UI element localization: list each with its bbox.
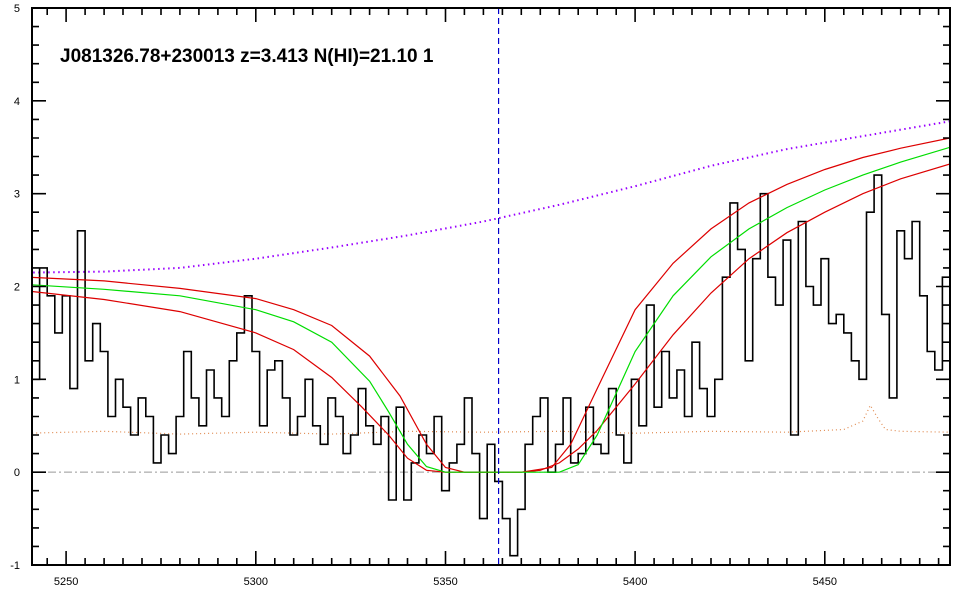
x-tick-label: 5250 bbox=[54, 576, 78, 588]
axis-ticks bbox=[32, 7, 950, 566]
tick-layer bbox=[32, 7, 950, 566]
flux-spectrum-line bbox=[32, 174, 950, 557]
y-tick-label: 2 bbox=[14, 282, 20, 294]
fit-best-line bbox=[32, 146, 950, 473]
continuum-line bbox=[32, 120, 950, 274]
fit-layer bbox=[32, 137, 950, 473]
y-tick-label: -1 bbox=[10, 560, 20, 572]
y-tick-label: 0 bbox=[14, 467, 20, 479]
y-tick-label: 3 bbox=[14, 189, 20, 201]
fit-lower-line bbox=[32, 163, 950, 473]
x-tick-label: 5350 bbox=[433, 576, 457, 588]
x-tick-label: 5400 bbox=[623, 576, 647, 588]
x-tick-label: 5450 bbox=[813, 576, 837, 588]
x-tick-label: 5300 bbox=[244, 576, 268, 588]
y-tick-label: 5 bbox=[14, 3, 20, 15]
chart-title: J081326.78+230013 z=3.413 N(HI)=21.10 1 bbox=[60, 46, 434, 67]
y-tick-label: 4 bbox=[14, 96, 20, 108]
tick-label-layer: 5250 5300 5350 5400 5450 -1 0 1 2 3 4 5 bbox=[10, 3, 837, 588]
continuum-layer bbox=[32, 120, 950, 274]
y-tick-label: 1 bbox=[14, 374, 20, 386]
flux-spectrum-layer bbox=[32, 174, 950, 557]
